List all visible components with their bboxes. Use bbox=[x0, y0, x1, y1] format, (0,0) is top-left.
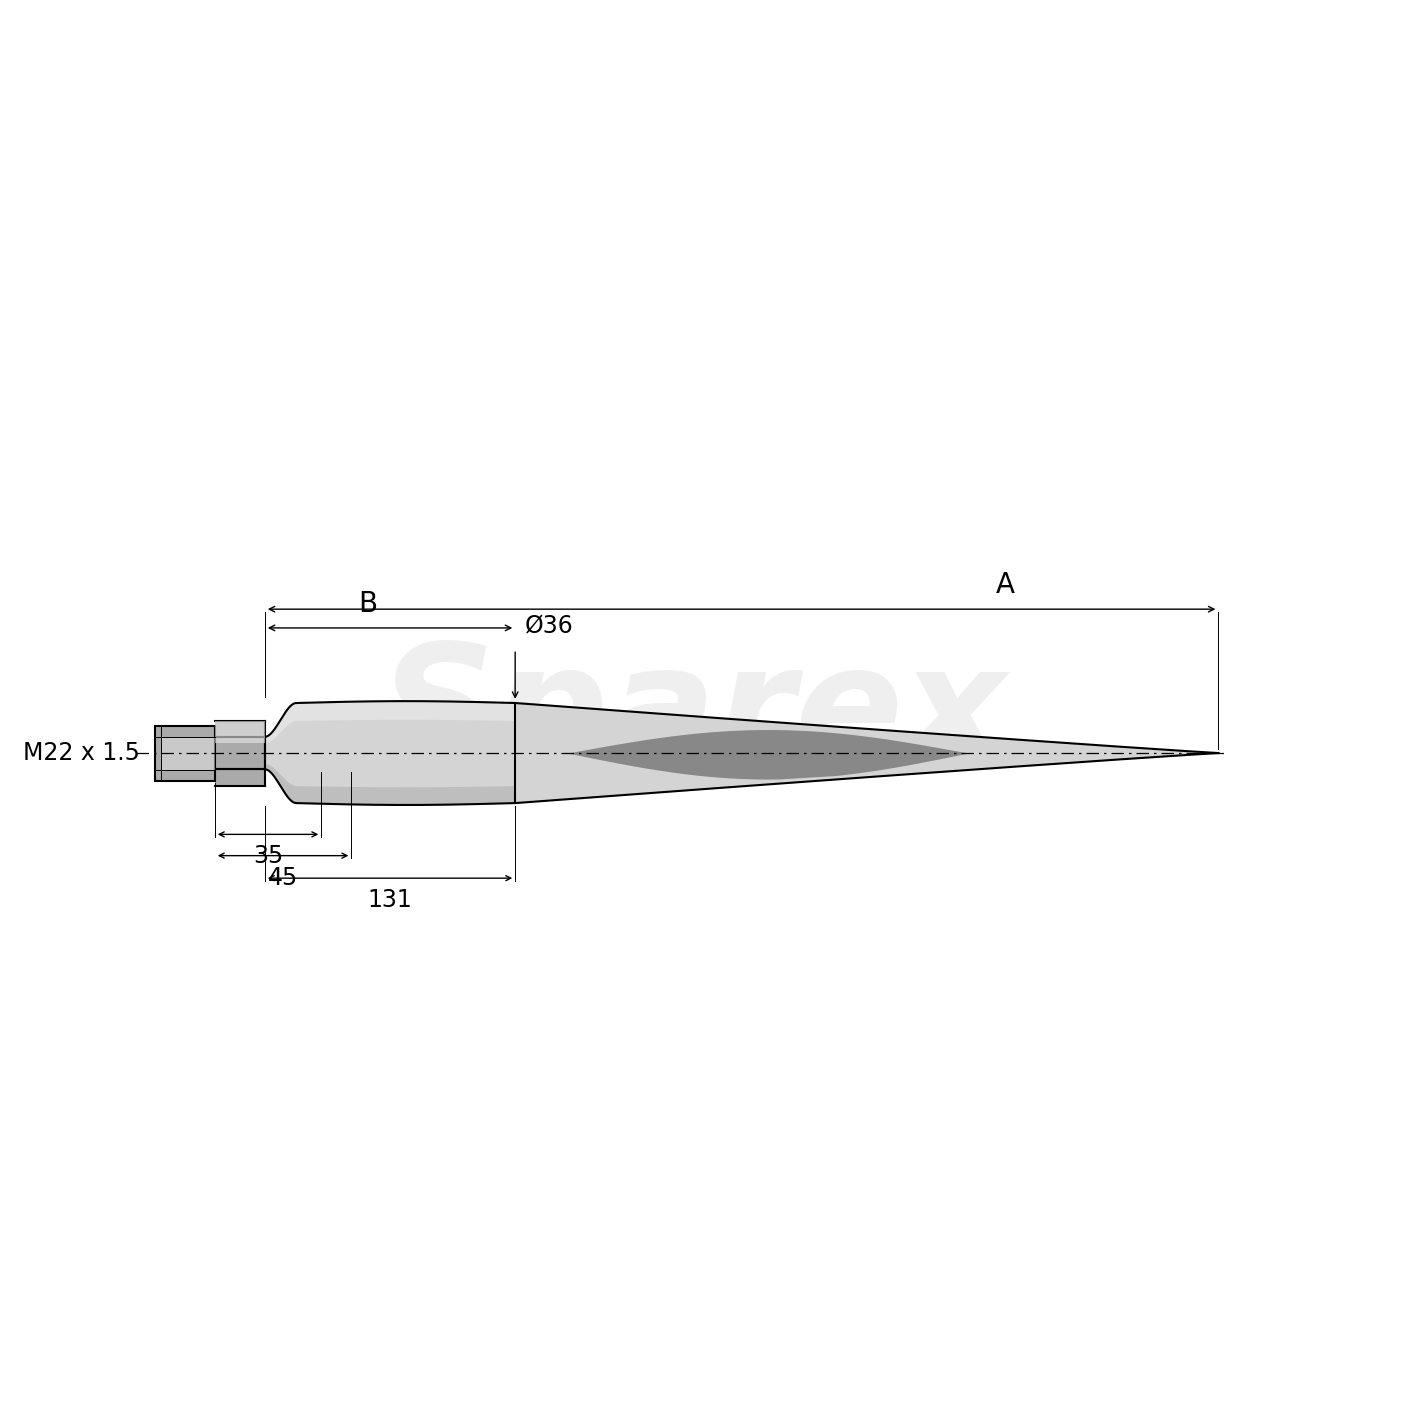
Text: 45: 45 bbox=[269, 866, 298, 890]
Bar bbox=[155, 725, 215, 780]
Text: Sparex: Sparex bbox=[380, 638, 1007, 793]
Text: B: B bbox=[359, 591, 377, 617]
Text: Ø36: Ø36 bbox=[524, 614, 574, 638]
Text: M22 x 1.5: M22 x 1.5 bbox=[22, 741, 139, 765]
Text: A: A bbox=[995, 571, 1015, 599]
Text: 131: 131 bbox=[367, 889, 412, 912]
Text: 35: 35 bbox=[253, 845, 283, 869]
